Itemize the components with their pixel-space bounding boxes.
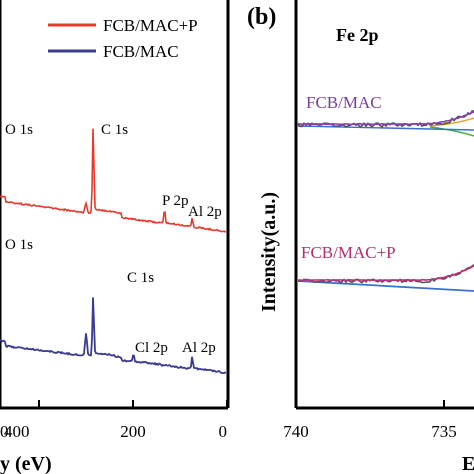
panel-a-legend: FCB/MAC+P FCB/MAC bbox=[48, 16, 198, 61]
spectrum-label-fcb-mac-p: FCB/MAC+P bbox=[301, 243, 396, 262]
peak-label-p2p-red: P 2p bbox=[162, 193, 189, 209]
panel-a-tick-label: 400 bbox=[4, 422, 30, 441]
panel-b-x-axis-title: E bbox=[462, 453, 474, 474]
envelope-fcb-mac bbox=[297, 111, 474, 126]
peak-label-o1s-red: O 1s bbox=[5, 122, 33, 138]
envelope-fcb-mac-p bbox=[298, 265, 474, 282]
panel-a-tick-label: 0 bbox=[219, 422, 228, 441]
panel-a-tick-label: 200 bbox=[120, 422, 146, 441]
panel-b-label: (b) bbox=[247, 4, 276, 30]
panel-b-y-axis-title: Intensity(a.u.) bbox=[258, 192, 280, 312]
panel-a: 400 200 0 0 FCB/MAC+P FCB/MAC O 1s C 1s P 2… bbox=[0, 0, 230, 474]
fit-component-1-fcb-mac bbox=[429, 117, 474, 127]
panel-a-x-axis-title: y (eV) bbox=[0, 453, 52, 474]
panel-a-tick-label: 0 bbox=[0, 422, 9, 441]
baseline-fcb-mac bbox=[297, 125, 474, 131]
peak-label-al2p-blue: Al 2p bbox=[182, 340, 216, 356]
raw-spectrum-fcb-mac bbox=[297, 110, 474, 129]
fit-component-2-fcb-mac bbox=[429, 126, 474, 137]
peak-label-o1s-blue: O 1s bbox=[5, 237, 33, 253]
legend-label-fcb-mac-p: FCB/MAC+P bbox=[103, 16, 198, 35]
peak-label-c1s-blue: C 1s bbox=[127, 270, 154, 286]
legend-label-fcb-mac: FCB/MAC bbox=[103, 42, 179, 61]
panel-b: (b) 740735730 Fe 2p FCB/MAC FCB/MAC+P In… bbox=[247, 0, 474, 474]
peak-label-cl2p-blue: Cl 2p bbox=[135, 340, 168, 356]
peak-label-al2p-red: Al 2p bbox=[188, 204, 222, 220]
panel-b-tick-label: 740 bbox=[283, 422, 309, 441]
series-line-fcb-mac bbox=[0, 297, 227, 375]
panel-b-title: Fe 2p bbox=[336, 25, 379, 45]
series-line-fcb-mac-p bbox=[0, 128, 227, 233]
panel-a-ticks: 400 200 0 0 bbox=[0, 400, 228, 441]
panel-b-tick-label: 735 bbox=[431, 422, 457, 441]
peak-label-c1s-red: C 1s bbox=[101, 122, 128, 138]
panel-b-ticks: 740735730 bbox=[283, 400, 457, 441]
spectrum-label-fcb-mac: FCB/MAC bbox=[306, 93, 382, 112]
